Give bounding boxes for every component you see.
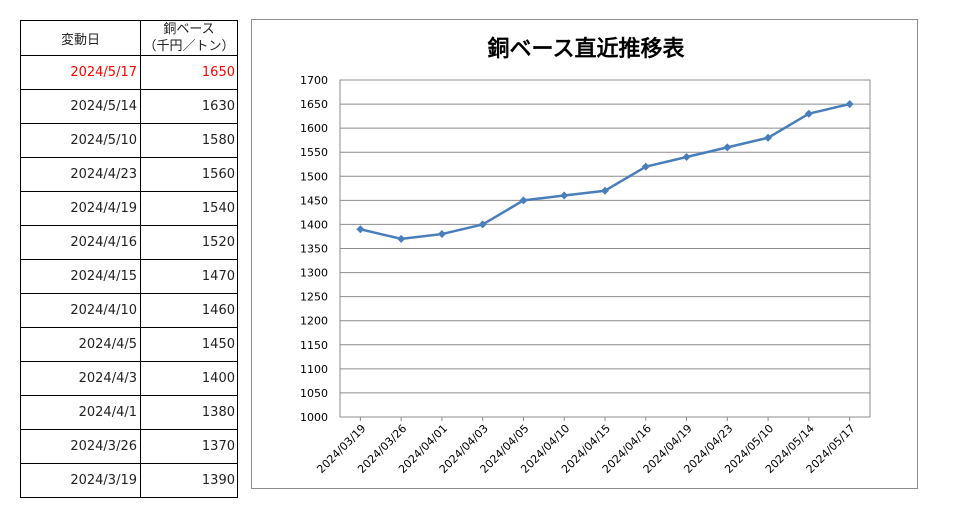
row-date: 2024/4/23 bbox=[20, 157, 141, 192]
data-point bbox=[437, 230, 446, 239]
row-date: 2024/4/10 bbox=[20, 293, 141, 328]
row-date: 2024/3/26 bbox=[20, 429, 141, 464]
y-tick-label: 1200 bbox=[300, 315, 328, 328]
series-line bbox=[360, 102, 850, 241]
row-price: 1400 bbox=[140, 361, 238, 396]
y-tick-label: 1650 bbox=[300, 98, 328, 111]
data-point bbox=[519, 196, 528, 205]
y-tick-label: 1550 bbox=[300, 146, 328, 159]
row-price: 1630 bbox=[140, 89, 238, 124]
row-price: 1650 bbox=[140, 55, 238, 90]
row-price: 1460 bbox=[140, 293, 238, 328]
y-tick-label: 1000 bbox=[300, 411, 328, 424]
row-date: 2024/4/5 bbox=[20, 327, 141, 362]
data-point bbox=[682, 153, 691, 162]
chart-area: 銅ベース直近推移表 1000 1050 1100 1150 1200 1250 1300 13… bbox=[251, 19, 918, 489]
y-tick-label: 1450 bbox=[300, 194, 328, 207]
table-row: 2024/3/19 1390 bbox=[20, 463, 238, 498]
data-point bbox=[641, 162, 650, 171]
copper-price-table: 変動日 銅ベース （千円／トン） 2024/5/17 1650 2024/5/14 1… bbox=[20, 20, 238, 498]
table-row: 2024/5/10 1580 bbox=[20, 123, 238, 158]
table-row: 2024/4/15 1470 bbox=[20, 259, 238, 294]
line-chart: 銅ベース直近推移表 1000 1050 1100 1150 1200 1250 1300 13… bbox=[300, 36, 871, 476]
table-row: 2024/5/17 1650 bbox=[20, 55, 238, 90]
y-tick-label: 1600 bbox=[300, 122, 328, 135]
table-row: 2024/4/23 1560 bbox=[20, 157, 238, 192]
y-tick-label: 1250 bbox=[300, 291, 328, 304]
data-point bbox=[723, 143, 732, 152]
data-point bbox=[356, 225, 365, 234]
table-header-row: 変動日 銅ベース （千円／トン） bbox=[20, 20, 238, 56]
y-tick-label: 1350 bbox=[300, 243, 328, 256]
y-tick-label: 1700 bbox=[300, 74, 328, 87]
table-row: 2024/4/3 1400 bbox=[20, 361, 238, 396]
data-point bbox=[601, 186, 609, 195]
table-body: 2024/5/17 1650 2024/5/14 1630 2024/5/10 1580 2… bbox=[20, 55, 238, 498]
table-row: 2024/3/26 1370 bbox=[20, 429, 238, 464]
data-point bbox=[478, 220, 487, 229]
data-point bbox=[845, 100, 854, 109]
header-price-unit: （千円／トン） bbox=[143, 39, 235, 54]
row-price: 1450 bbox=[140, 327, 238, 362]
row-date: 2024/4/3 bbox=[20, 361, 141, 396]
header-date-label: 変動日 bbox=[60, 32, 100, 48]
table-row: 2024/4/1 1380 bbox=[20, 395, 238, 430]
table-row: 2024/4/19 1540 bbox=[20, 191, 238, 226]
y-tick-label: 1150 bbox=[300, 339, 328, 352]
data-point bbox=[804, 109, 813, 118]
row-price: 1540 bbox=[140, 191, 238, 226]
table-row: 2024/4/16 1520 bbox=[20, 225, 238, 260]
header-date: 変動日 bbox=[20, 20, 141, 56]
data-point bbox=[397, 234, 406, 243]
y-tick-label: 1100 bbox=[300, 363, 328, 376]
y-tick-label: 1400 bbox=[300, 218, 328, 231]
y-tick-label: 1050 bbox=[300, 387, 328, 400]
y-tick-label: 1300 bbox=[300, 267, 328, 280]
row-date: 2024/5/10 bbox=[20, 123, 141, 158]
row-price: 1560 bbox=[140, 157, 238, 192]
row-date: 2024/5/17 bbox=[20, 55, 141, 90]
y-tick-label: 1500 bbox=[300, 170, 328, 183]
row-price: 1470 bbox=[140, 259, 238, 294]
chart-title: 銅ベース直近推移表 bbox=[488, 36, 686, 62]
data-point bbox=[764, 133, 773, 142]
row-date: 2024/4/1 bbox=[20, 395, 141, 430]
data-point bbox=[560, 191, 569, 200]
row-price: 1390 bbox=[140, 463, 238, 498]
table-row: 2024/4/5 1450 bbox=[20, 327, 238, 362]
row-price: 1520 bbox=[140, 225, 238, 260]
table-row: 2024/4/10 1460 bbox=[20, 293, 238, 328]
row-price: 1580 bbox=[140, 123, 238, 158]
row-date: 2024/5/14 bbox=[20, 89, 141, 124]
row-date: 2024/4/16 bbox=[20, 225, 141, 260]
header-price-label: 銅ベース bbox=[163, 22, 215, 37]
row-date: 2024/3/19 bbox=[20, 463, 141, 498]
header-price: 銅ベース （千円／トン） bbox=[140, 20, 238, 56]
row-date: 2024/4/19 bbox=[20, 191, 141, 226]
row-price: 1380 bbox=[140, 395, 238, 430]
table-row: 2024/5/14 1630 bbox=[20, 89, 238, 124]
row-date: 2024/4/15 bbox=[20, 259, 141, 294]
row-price: 1370 bbox=[140, 429, 238, 464]
